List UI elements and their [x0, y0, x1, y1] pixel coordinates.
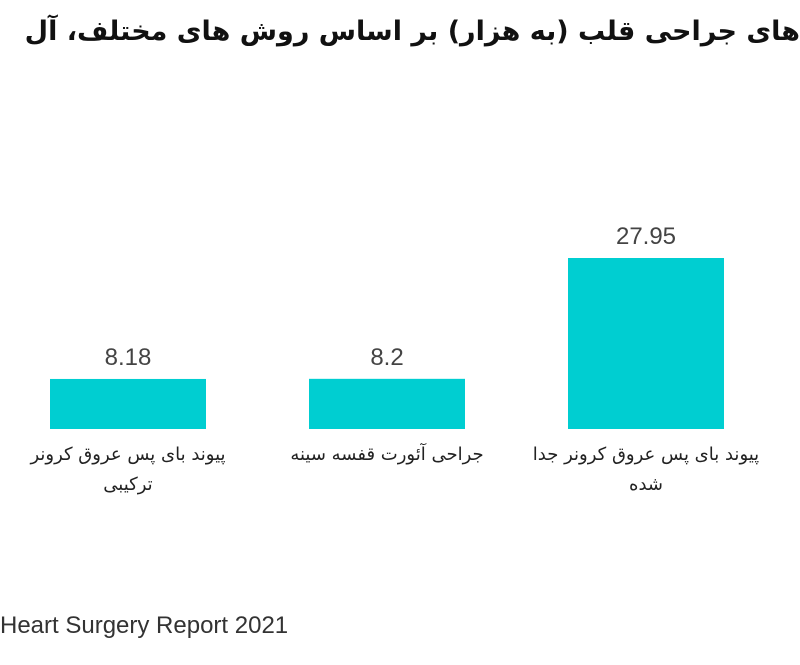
bar-3 [568, 258, 724, 429]
category-label-2: جراحی آئورت قفسه سینه [290, 444, 484, 465]
bar-1 [50, 378, 206, 429]
chart-title: های جراحی قلب (به هزار) بر اساس روش های … [24, 16, 800, 47]
bar-value-label-3: 27.95 [616, 223, 676, 250]
bar-value-label-1: 8.18 [105, 344, 152, 371]
category-label-1: پیوند بای پس عروق کرونر ترکیبی [30, 444, 226, 495]
bar-2 [309, 378, 465, 429]
category-label-3: پیوند بای پس عروق کرونر جدا شده [532, 444, 760, 495]
bar-value-label-2: 8.2 [370, 344, 403, 371]
source-note: Heart Surgery Report 2021 [0, 612, 289, 639]
